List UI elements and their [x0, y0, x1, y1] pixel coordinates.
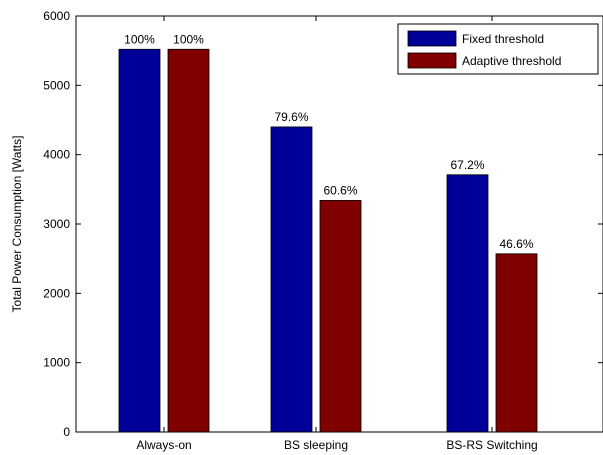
bars	[118, 48, 538, 433]
legend-label-fixed-threshold: Fixed threshold	[462, 32, 544, 46]
y-tick-label: 6000	[43, 9, 70, 23]
y-tick-label: 2000	[43, 286, 70, 300]
bar-fixed-threshold-bs-rs-switching	[446, 174, 489, 433]
bar-adaptive-threshold-always-on	[167, 48, 210, 433]
data-label-fixed-threshold-always-on: 100%	[124, 32, 155, 46]
y-tick-label: 5000	[43, 78, 70, 92]
data-label-adaptive-threshold-bs-rs-switching: 46.6%	[499, 237, 533, 251]
x-tick-label-always-on: Always-on	[136, 438, 191, 452]
x-tick-label-bs-rs-switching: BS-RS Switching	[446, 438, 537, 452]
data-label-fixed-threshold-bs-rs-switching: 67.2%	[450, 158, 484, 172]
bar-adaptive-threshold-bs-sleeping	[319, 200, 362, 433]
bar-fixed-threshold-always-on	[118, 48, 161, 433]
data-label-fixed-threshold-bs-sleeping: 79.6%	[274, 110, 308, 124]
x-tick-label-bs-sleeping: BS sleeping	[284, 438, 348, 452]
bar-fixed-threshold-bs-sleeping	[270, 126, 313, 433]
y-tick-label: 0	[63, 425, 70, 439]
data-label-adaptive-threshold-bs-sleeping: 60.6%	[323, 183, 357, 197]
legend: Fixed threshold Adaptive threshold	[397, 23, 599, 75]
legend-swatch-fixed-threshold	[407, 30, 457, 47]
y-tick-label: 3000	[43, 217, 70, 231]
data-label-adaptive-threshold-always-on: 100%	[173, 32, 204, 46]
legend-swatch-adaptive-threshold	[407, 52, 457, 69]
y-tick-label: 4000	[43, 148, 70, 162]
bar-adaptive-threshold-bs-rs-switching	[495, 253, 538, 433]
axes: 0 1000 2000 3000 4000 5000 6000 Always-on BS sle…	[43, 9, 603, 452]
y-tick-label: 1000	[43, 356, 70, 370]
data-labels: 100% 100% 79.6% 60.6% 67.2% 46.6%	[124, 32, 534, 251]
legend-label-adaptive-threshold: Adaptive threshold	[462, 54, 561, 68]
y-axis-label: Total Power Consumption [Watts]	[10, 136, 24, 313]
